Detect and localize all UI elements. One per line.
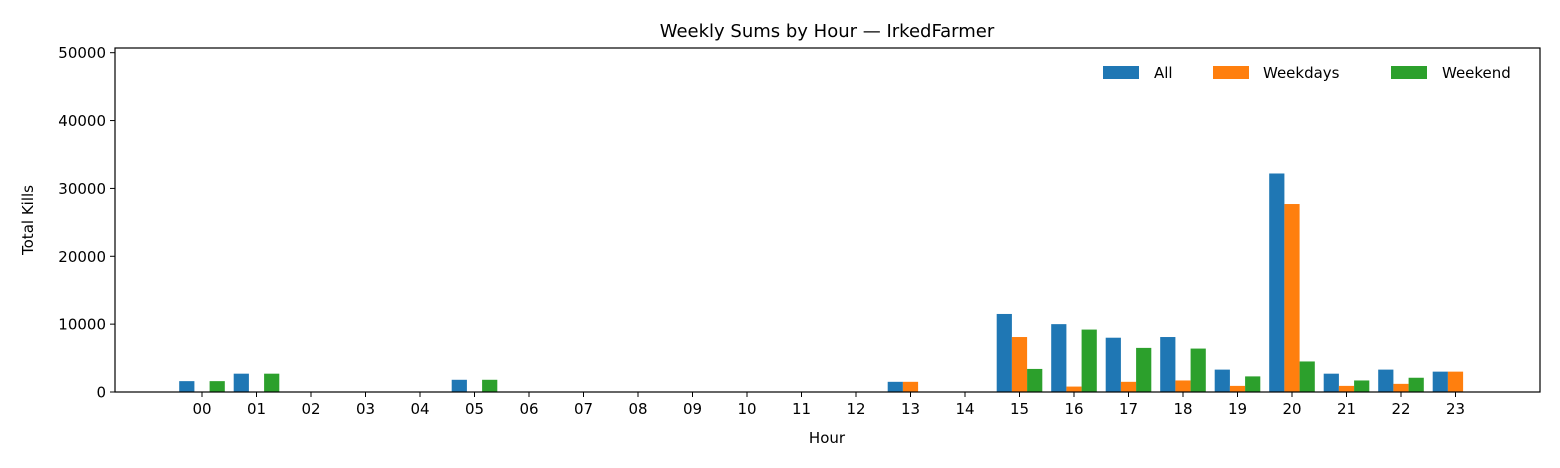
x-tick-label: 01 xyxy=(247,400,266,418)
x-tick-label: 06 xyxy=(519,400,538,418)
x-tick-label: 18 xyxy=(1173,400,1192,418)
y-tick-label: 20000 xyxy=(58,248,106,266)
y-tick-label: 0 xyxy=(96,384,106,402)
bar-all-01 xyxy=(233,373,249,392)
bar-weekdays-23 xyxy=(1447,371,1464,392)
y-tick-label: 30000 xyxy=(58,180,106,198)
bar-weekend-21 xyxy=(1354,380,1370,392)
legend-label-weekdays: Weekdays xyxy=(1263,64,1340,82)
bars-group xyxy=(179,173,1464,392)
bar-weekdays-19 xyxy=(1229,385,1246,392)
x-tick-label: 00 xyxy=(192,400,211,418)
bar-weekdays-22 xyxy=(1393,383,1409,392)
x-tick-label: 19 xyxy=(1228,400,1247,418)
bar-weekdays-16 xyxy=(1066,386,1082,392)
x-tick-label: 12 xyxy=(846,400,865,418)
x-tick-label: 11 xyxy=(792,400,811,418)
bar-weekend-22 xyxy=(1408,377,1424,392)
x-tick-label: 23 xyxy=(1446,400,1465,418)
x-tick-label: 09 xyxy=(683,400,702,418)
bar-weekend-00 xyxy=(209,381,225,392)
bar-weekend-15 xyxy=(1027,368,1043,392)
y-tick-label: 10000 xyxy=(58,316,106,334)
chart-title: Weekly Sums by Hour — IrkedFarmer xyxy=(660,21,995,42)
bar-weekend-17 xyxy=(1136,347,1152,392)
bar-weekend-20 xyxy=(1299,361,1315,392)
bar-weekend-01 xyxy=(264,373,280,392)
bar-weekend-18 xyxy=(1190,348,1206,392)
x-tick-label: 17 xyxy=(1119,400,1138,418)
bar-weekend-16 xyxy=(1081,329,1097,392)
x-tick-label: 16 xyxy=(1064,400,1083,418)
bar-weekdays-13 xyxy=(902,381,919,392)
x-tick-label: 03 xyxy=(356,400,375,418)
bar-weekdays-17 xyxy=(1120,381,1137,392)
bar-all-18 xyxy=(1160,337,1176,392)
x-tick-label: 05 xyxy=(465,400,484,418)
legend-label-all: All xyxy=(1154,64,1173,82)
bar-all-05 xyxy=(451,379,467,392)
bar-all-19 xyxy=(1214,369,1230,392)
legend-swatch-weekdays xyxy=(1213,66,1249,79)
legend: All Weekdays Weekend xyxy=(1103,64,1511,82)
legend-swatch-weekend xyxy=(1391,66,1427,79)
bar-all-13 xyxy=(887,381,903,392)
x-tick-label: 07 xyxy=(574,400,593,418)
bar-weekdays-20 xyxy=(1284,204,1300,392)
bar-weekend-19 xyxy=(1245,376,1261,392)
bar-all-21 xyxy=(1323,373,1339,392)
y-tick-label: 50000 xyxy=(58,44,106,62)
bar-all-16 xyxy=(1051,324,1067,392)
bar-all-00 xyxy=(179,381,195,392)
bar-weekend-05 xyxy=(482,379,498,392)
bar-all-20 xyxy=(1269,173,1285,392)
x-tick-label: 21 xyxy=(1337,400,1356,418)
y-axis-label: Total Kills xyxy=(19,185,37,256)
x-tick-label: 02 xyxy=(301,400,320,418)
x-tick-label: 20 xyxy=(1282,400,1301,418)
x-tick-label: 15 xyxy=(1010,400,1029,418)
x-tick-label: 13 xyxy=(901,400,920,418)
x-tick-label: 08 xyxy=(628,400,647,418)
bar-all-15 xyxy=(996,313,1012,392)
bar-weekdays-18 xyxy=(1175,380,1191,392)
legend-label-weekend: Weekend xyxy=(1442,64,1511,82)
bar-all-17 xyxy=(1105,337,1121,392)
bar-weekdays-15 xyxy=(1011,337,1028,392)
y-tick-label: 40000 xyxy=(58,112,106,130)
y-axis-ticks: 0 10000 20000 30000 40000 50000 xyxy=(58,44,115,402)
plot-frame xyxy=(114,47,1541,393)
bar-all-23 xyxy=(1432,371,1448,392)
legend-swatch-all xyxy=(1103,66,1139,79)
x-tick-label: 04 xyxy=(410,400,429,418)
bar-all-22 xyxy=(1378,369,1394,392)
x-axis-ticks: 00 01 02 03 04 05 06 07 08 09 10 11 12 13 14 15 16 17 18 19… xyxy=(192,392,1465,418)
bar-weekdays-21 xyxy=(1338,385,1355,392)
x-tick-label: 22 xyxy=(1391,400,1410,418)
x-tick-label: 14 xyxy=(955,400,974,418)
x-axis-label: Hour xyxy=(809,429,846,447)
x-tick-label: 10 xyxy=(737,400,756,418)
